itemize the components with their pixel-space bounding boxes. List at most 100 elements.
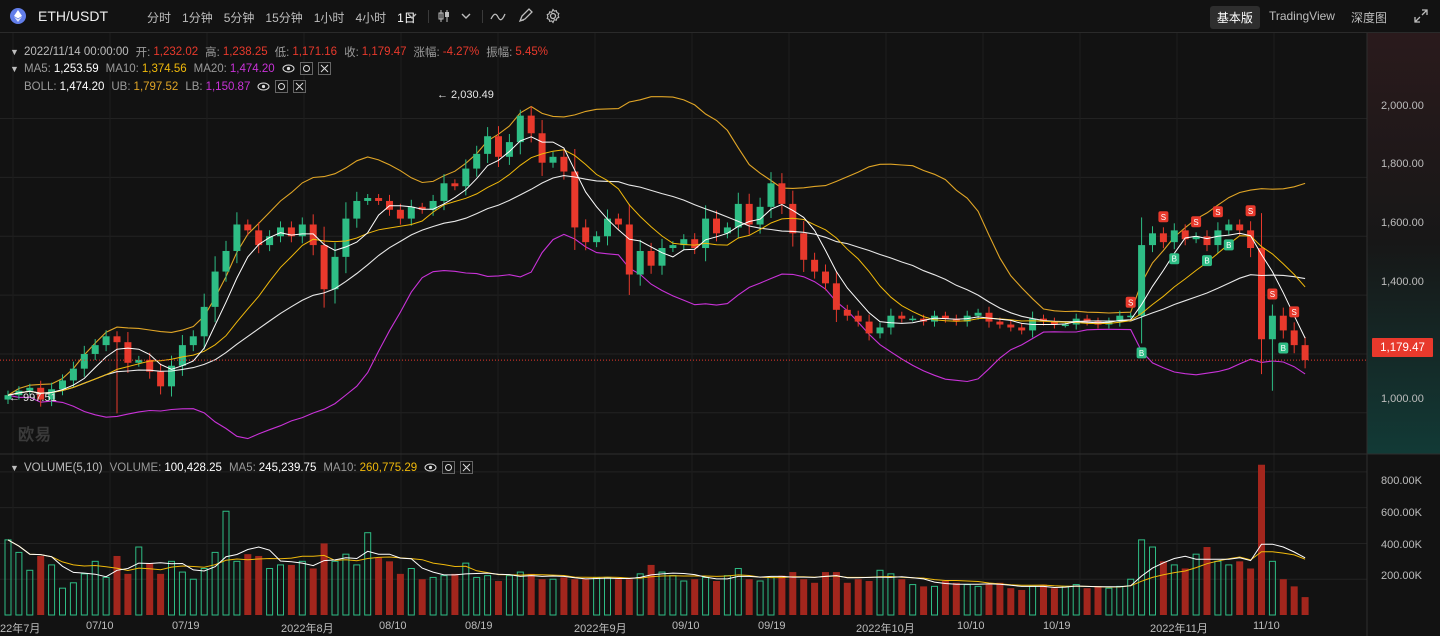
candle-body bbox=[69, 368, 77, 381]
draw-tool-icon[interactable] bbox=[517, 8, 533, 24]
x-axis-label: 08/19 bbox=[465, 620, 493, 632]
amplitude-value: 5.45% bbox=[515, 46, 548, 58]
candle-body bbox=[1268, 315, 1276, 340]
volume-bar bbox=[811, 582, 819, 615]
candle-body bbox=[353, 200, 361, 219]
candle-body bbox=[985, 312, 993, 322]
candle-body bbox=[713, 218, 720, 234]
chevron-down-icon[interactable] bbox=[406, 10, 418, 22]
buy-signal-label: B bbox=[1281, 344, 1286, 353]
buy-signal bbox=[1169, 253, 1180, 265]
sell-signal bbox=[1245, 205, 1256, 217]
volume-bar bbox=[843, 582, 851, 615]
tab-1min[interactable]: 1分钟 bbox=[182, 11, 213, 25]
volume-bar bbox=[1061, 585, 1069, 616]
candle-body bbox=[451, 183, 459, 187]
candle-body bbox=[516, 115, 524, 143]
candle-body bbox=[636, 250, 644, 275]
settings-gear-icon[interactable] bbox=[545, 8, 561, 24]
tab-basic[interactable]: 基本版 bbox=[1209, 6, 1260, 29]
volume-bar bbox=[168, 560, 175, 616]
volume-bar bbox=[1170, 564, 1178, 616]
volume-bar bbox=[26, 569, 34, 616]
volume-value: 100,428.25 bbox=[164, 461, 222, 474]
candle-body bbox=[80, 353, 88, 369]
candle-body bbox=[473, 153, 481, 169]
candlestick-type-icon[interactable] bbox=[436, 8, 452, 24]
volume-bar bbox=[386, 561, 393, 615]
tab-fenshi[interactable]: 分时 bbox=[147, 11, 172, 25]
candle-body bbox=[277, 227, 284, 237]
candle-body bbox=[593, 236, 601, 243]
volume-bar bbox=[822, 572, 829, 615]
gear-icon[interactable] bbox=[442, 461, 456, 474]
volume-bar bbox=[91, 560, 99, 616]
volume-bar bbox=[429, 576, 437, 616]
volume-bar bbox=[636, 573, 644, 616]
pair-title[interactable]: ETH/USDT bbox=[38, 8, 108, 24]
collapse-caret-icon[interactable]: ▼ bbox=[10, 47, 19, 57]
tab-5min[interactable]: 5分钟 bbox=[223, 11, 255, 25]
candle-body bbox=[1138, 245, 1146, 316]
gear-icon[interactable] bbox=[299, 62, 313, 75]
chevron-down-icon[interactable] bbox=[460, 10, 472, 22]
volume-bar bbox=[778, 575, 786, 615]
candle-body bbox=[462, 168, 470, 187]
volume-bar bbox=[702, 576, 710, 616]
boll-info-row: BOLL: 1,474.20 UB: 1,797.52 LB: 1,150.87 bbox=[24, 80, 311, 93]
candle-body bbox=[756, 206, 764, 225]
candle-body bbox=[811, 259, 819, 272]
volume-bar bbox=[1290, 586, 1298, 615]
ma5-value: 1,253.59 bbox=[53, 62, 99, 75]
volume-bar bbox=[189, 578, 197, 616]
volume-bar bbox=[473, 576, 481, 616]
boll-lb-value: 1,150.87 bbox=[205, 80, 251, 93]
close-icon[interactable] bbox=[317, 62, 331, 75]
gear-icon[interactable] bbox=[275, 80, 289, 93]
tab-15min[interactable]: 15分钟 bbox=[265, 11, 303, 25]
tab-tradingview[interactable]: TradingView bbox=[1268, 9, 1335, 23]
sell-signal-label: S bbox=[1248, 207, 1253, 216]
collapse-caret-icon[interactable]: ▼ bbox=[10, 462, 19, 473]
tab-1hour[interactable]: 1小时 bbox=[313, 11, 345, 25]
vol-ma10-value: 260,775.29 bbox=[359, 461, 418, 474]
candles bbox=[4, 106, 1309, 414]
candle-body bbox=[582, 227, 590, 243]
candle-body bbox=[505, 142, 513, 157]
indicator-icon[interactable] bbox=[490, 8, 506, 24]
ma10-line bbox=[7, 149, 1306, 396]
candle-body bbox=[309, 224, 317, 246]
volume-bar bbox=[440, 575, 448, 616]
volume-bar bbox=[1301, 597, 1309, 615]
boll-mid-value: 1,474.20 bbox=[59, 80, 105, 93]
buy-signal bbox=[1136, 347, 1147, 359]
candle-body bbox=[418, 206, 426, 210]
candle-body bbox=[974, 312, 982, 316]
candle-body bbox=[1192, 236, 1200, 240]
collapse-caret-icon[interactable]: ▼ bbox=[10, 63, 19, 74]
volume-ma10-line bbox=[7, 539, 1306, 588]
price-axis-label: 1,400.00 bbox=[1381, 276, 1424, 288]
low-marker: ← 997.51 bbox=[9, 392, 57, 404]
kline-chart[interactable]: S S S S S S S B B B B B bbox=[0, 33, 1440, 636]
eye-icon[interactable] bbox=[424, 461, 437, 474]
sell-signal bbox=[1125, 296, 1136, 308]
eye-icon[interactable] bbox=[282, 62, 295, 75]
close-icon[interactable] bbox=[293, 80, 307, 93]
high-marker: ← 2,030.49 bbox=[437, 89, 494, 101]
volume-bar bbox=[734, 567, 742, 616]
candle-body bbox=[1159, 233, 1167, 243]
tab-depth[interactable]: 深度图 bbox=[1350, 11, 1387, 25]
fullscreen-icon[interactable] bbox=[1414, 9, 1428, 23]
candle-body bbox=[538, 133, 546, 163]
candle-body bbox=[211, 271, 219, 307]
tab-4hour[interactable]: 4小时 bbox=[355, 11, 387, 25]
eth-logo-icon bbox=[10, 8, 26, 24]
candle-body bbox=[669, 245, 677, 249]
volume-bar bbox=[222, 510, 230, 616]
eye-icon[interactable] bbox=[257, 80, 270, 93]
candle-body bbox=[1127, 315, 1135, 318]
close-icon[interactable] bbox=[460, 461, 474, 474]
sell-signal bbox=[1267, 288, 1278, 300]
tab-1day[interactable]: 1日 bbox=[397, 11, 416, 25]
